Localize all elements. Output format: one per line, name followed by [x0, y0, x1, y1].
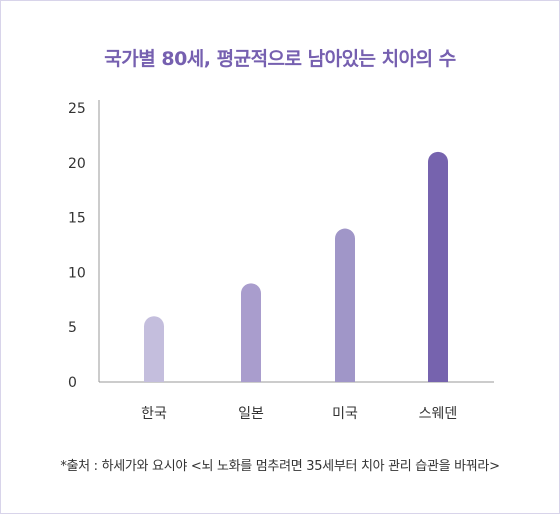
- source-note: *출처 : 하세가와 요시야 <뇌 노화를 멈추려면 35세부터 치아 관리 습…: [60, 459, 500, 474]
- y-tick-label: 5: [68, 320, 77, 336]
- x-category-label: 한국: [141, 406, 167, 422]
- x-category-label: 스웨덴: [419, 406, 458, 422]
- bar-1: [144, 316, 164, 382]
- x-category-label: 일본: [238, 406, 264, 422]
- y-tick-label: 20: [68, 156, 86, 172]
- x-category-label: 미국: [332, 406, 358, 422]
- y-tick-label: 15: [68, 211, 86, 227]
- bar-4: [428, 151, 448, 382]
- bar-3: [335, 228, 355, 382]
- y-tick-label: 0: [68, 375, 77, 391]
- chart-title: 국가별 80세, 평균적으로 남아있는 치아의 수: [104, 48, 456, 70]
- y-tick-label: 25: [68, 101, 86, 117]
- y-tick-label: 10: [68, 265, 86, 281]
- bar-2: [241, 283, 261, 382]
